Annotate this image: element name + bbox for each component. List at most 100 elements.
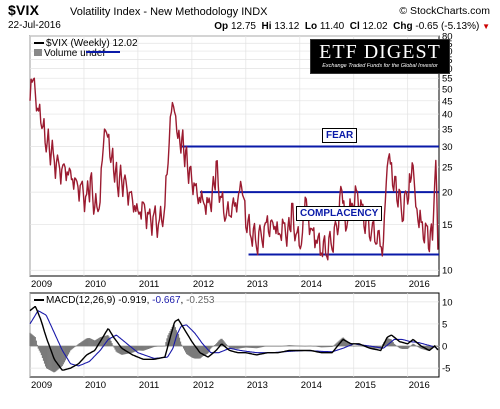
histogram-bar	[312, 346, 314, 347]
histogram-bar	[391, 340, 393, 347]
histogram-bar	[212, 346, 214, 347]
histogram-bar	[371, 346, 374, 349]
histogram-bar	[109, 338, 111, 347]
histogram-bar	[322, 346, 324, 348]
y-tick-label: 0	[442, 342, 447, 353]
histogram-bar	[182, 346, 185, 349]
histogram-bar	[232, 346, 235, 349]
histogram-bar	[272, 346, 274, 347]
x-tick-label: 2013	[247, 279, 268, 290]
x-tick-label: 2012	[193, 380, 214, 391]
histogram-bar	[352, 345, 354, 347]
histogram-bar	[256, 346, 258, 349]
histogram-bar	[147, 346, 149, 349]
histogram-bar	[402, 346, 405, 349]
histogram-bar	[261, 346, 264, 348]
histogram-bar	[328, 346, 330, 348]
histogram-bar	[400, 346, 403, 349]
histogram-bar	[69, 346, 72, 351]
histogram-bar	[427, 346, 430, 351]
histogram-bar	[386, 338, 388, 347]
histogram-bar	[143, 346, 145, 351]
histogram-bar	[428, 346, 431, 351]
histogram-bar	[145, 346, 147, 350]
x-tick-label: 2009	[31, 380, 52, 391]
histogram-bar	[268, 346, 270, 347]
histogram-bar	[228, 346, 230, 348]
histogram-bar	[205, 346, 208, 355]
histogram-bar	[213, 345, 215, 347]
x-tick-label: 2011	[139, 380, 159, 391]
instrument-name: Volatility Index - New Methodology INDX	[70, 6, 268, 18]
histogram-bar	[362, 346, 364, 347]
histogram-bar	[57, 346, 59, 370]
histogram-bar	[34, 337, 36, 347]
histogram-bar	[88, 337, 90, 347]
histogram-bar	[401, 346, 404, 349]
histogram-bar	[408, 346, 410, 348]
x-tick-label: 2012	[193, 279, 214, 290]
histogram-bar	[60, 346, 62, 367]
histogram-bar	[217, 341, 219, 347]
histogram-bar	[410, 345, 412, 347]
histogram-bar	[108, 336, 110, 347]
histogram-bar	[397, 346, 400, 348]
histogram-bar	[323, 346, 325, 348]
macd-y-ticks: -5 0 5 10	[442, 297, 453, 374]
histogram-bar	[246, 346, 248, 348]
histogram-bar	[155, 346, 158, 347]
histogram-bar	[41, 346, 44, 358]
histogram-bar	[215, 344, 217, 347]
histogram-bar	[327, 346, 329, 348]
histogram-bar	[286, 345, 289, 347]
histogram-bar	[301, 345, 303, 347]
histogram-bar	[257, 346, 259, 348]
histogram-bar	[280, 346, 282, 347]
histogram-bar	[354, 345, 356, 347]
histogram-bar	[82, 340, 84, 347]
histogram-bar	[66, 346, 69, 357]
histogram-bar	[242, 346, 244, 348]
histogram-bar	[32, 335, 34, 347]
histogram-bar	[192, 346, 194, 358]
histogram-bar	[341, 337, 344, 347]
histogram-bar	[164, 345, 166, 347]
histogram-bar	[89, 338, 91, 347]
histogram-bar	[191, 346, 193, 358]
histogram-bar	[292, 345, 295, 347]
histogram-bar	[102, 336, 104, 347]
histogram-bar	[87, 338, 89, 347]
histogram-bar	[74, 346, 76, 348]
histogram-bar	[353, 346, 355, 347]
histogram-bar	[179, 341, 182, 347]
histogram-bar	[258, 346, 261, 348]
histogram-bar	[75, 346, 77, 347]
histogram-bar	[115, 346, 117, 352]
macd-swatch-icon	[34, 299, 44, 302]
histogram-bar	[343, 338, 346, 347]
histogram-bar	[396, 346, 399, 347]
y-tick-label: 10	[442, 266, 453, 277]
histogram-bar	[332, 346, 334, 347]
y-tick-label: 15	[442, 220, 453, 231]
macd-value-3: -0.253	[186, 295, 215, 306]
macd-plot-frame	[29, 292, 440, 378]
histogram-bar	[46, 346, 48, 369]
histogram-bar	[93, 340, 96, 347]
histogram-bar	[346, 341, 349, 347]
histogram-bar	[118, 346, 120, 354]
histogram-bar	[104, 335, 106, 347]
y-tick-label: 45	[442, 96, 453, 107]
histogram-bar	[295, 345, 297, 347]
histogram-bar	[68, 346, 71, 353]
histogram-bar	[267, 346, 269, 347]
histogram-bar	[51, 346, 53, 372]
histogram-bar	[171, 326, 173, 347]
histogram-bar	[131, 346, 133, 353]
histogram-bar	[110, 340, 112, 347]
x-tick-label: 2013	[247, 380, 268, 391]
histogram-bar	[166, 338, 168, 347]
histogram-bar	[306, 345, 308, 347]
histogram-bar	[393, 343, 395, 347]
